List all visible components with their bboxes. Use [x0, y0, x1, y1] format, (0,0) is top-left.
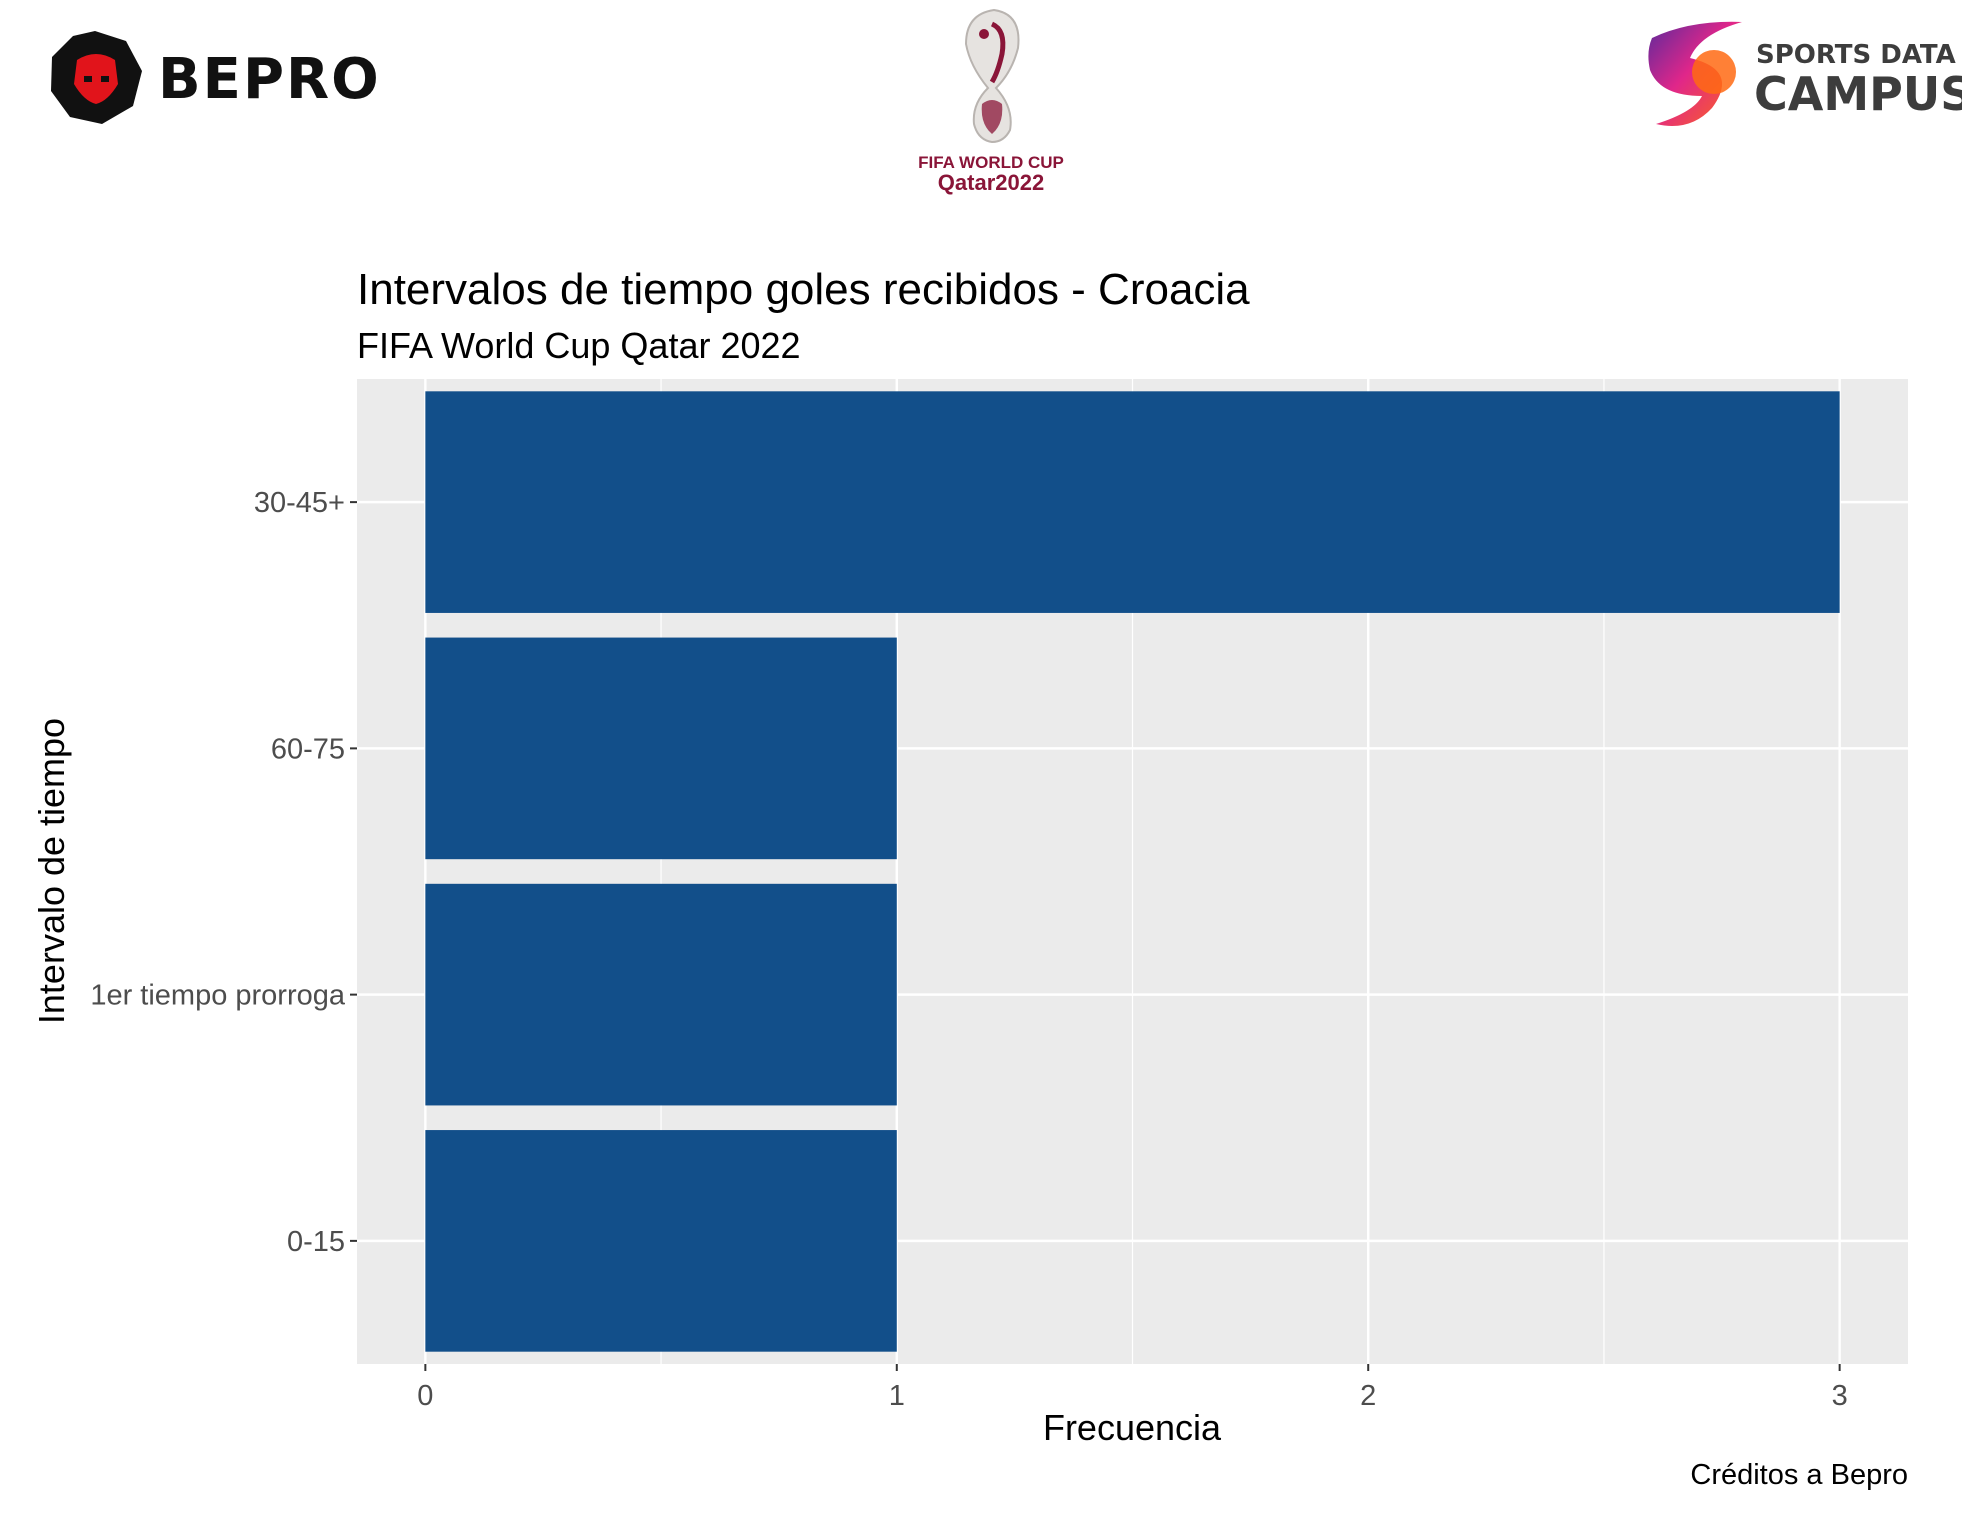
- fifa-logo-line1: FIFA WORLD CUP: [918, 153, 1064, 172]
- chart-subtitle: FIFA World Cup Qatar 2022: [357, 325, 801, 366]
- bar: [425, 637, 897, 860]
- y-axis: 30-45+ 60-75 1er tiempo prorroga 0-15: [90, 487, 357, 1258]
- campus-logo-line1: SPORTS DATA: [1756, 40, 1956, 70]
- chart-title: Intervalos de tiempo goles recibidos - C…: [357, 265, 1250, 314]
- bar: [425, 883, 897, 1106]
- chart-caption: Créditos a Bepro: [1690, 1459, 1908, 1491]
- bepro-lion-icon: [74, 54, 118, 104]
- bars: [425, 391, 1840, 1352]
- x-tick-label: 1: [889, 1380, 905, 1412]
- x-tick-label: 0: [417, 1380, 433, 1412]
- fifa-emblem-icon: [979, 29, 989, 39]
- lion-eye-left-icon: [84, 76, 92, 82]
- lion-eye-right-icon: [101, 76, 109, 82]
- y-tick-label: 1er tiempo prorroga: [90, 980, 346, 1012]
- sports-data-campus-logo: SPORTS DATA CAMPUS: [1648, 21, 1962, 126]
- bar: [425, 391, 1840, 613]
- bar: [425, 1130, 897, 1352]
- campus-logo-line2: CAMPUS: [1754, 67, 1962, 121]
- x-tick-label: 3: [1832, 1380, 1848, 1412]
- y-axis-title: Intervalo de tiempo: [31, 718, 72, 1024]
- fifa-logo-line2: Qatar2022: [938, 170, 1044, 195]
- bepro-wordmark: BEPRO: [158, 47, 381, 112]
- y-tick-label: 30-45+: [254, 487, 345, 519]
- x-axis-title: Frecuencia: [1043, 1407, 1222, 1448]
- x-axis: 0 1 2 3: [417, 1364, 1848, 1412]
- y-tick-label: 60-75: [271, 733, 345, 765]
- bepro-logo: BEPRO: [51, 31, 381, 124]
- y-tick-label: 0-15: [287, 1226, 345, 1258]
- x-tick-label: 2: [1360, 1380, 1376, 1412]
- fifa-world-cup-logo: FIFA WORLD CUP Qatar2022: [918, 8, 1064, 195]
